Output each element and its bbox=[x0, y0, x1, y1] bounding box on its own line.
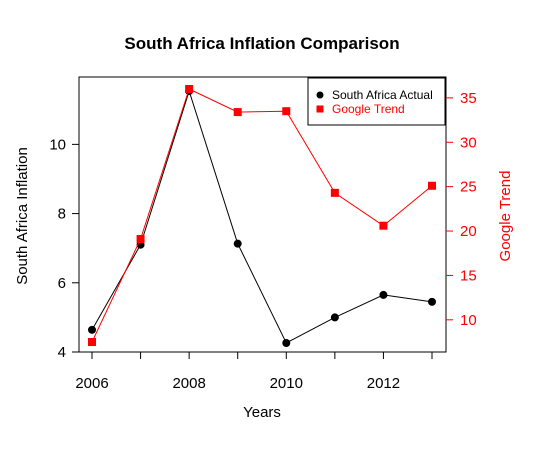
left-y-axis-label: South Africa Inflation bbox=[14, 147, 31, 285]
x-tick-label-1: 2008 bbox=[172, 375, 205, 392]
x-tick-label-3: 2012 bbox=[367, 375, 400, 392]
x-axis: 2006 2008 2010 2012 bbox=[75, 352, 432, 392]
point-sa-actual-2009 bbox=[234, 240, 242, 248]
series-line-sa-actual bbox=[92, 91, 432, 343]
legend-label-actual: South Africa Actual bbox=[332, 88, 433, 102]
x-axis-label: Years bbox=[243, 404, 281, 421]
point-sa-actual-2006 bbox=[88, 326, 96, 334]
right-y-tick-label-3: 25 bbox=[460, 179, 477, 196]
point-sa-actual-2012 bbox=[379, 291, 387, 299]
right-y-axis-label: Google Trend bbox=[497, 171, 514, 262]
legend-label-trend: Google Trend bbox=[332, 102, 405, 116]
right-y-tick-label-4: 30 bbox=[460, 134, 477, 151]
point-sa-actual-2013 bbox=[428, 298, 436, 306]
legend: South Africa Actual Google Trend bbox=[308, 78, 445, 125]
left-y-tick-label-1: 6 bbox=[58, 275, 66, 292]
right-y-tick-label-2: 20 bbox=[460, 223, 477, 240]
legend-marker-actual bbox=[317, 92, 324, 99]
point-google-trend-2013 bbox=[428, 182, 436, 190]
x-tick-label-0: 2006 bbox=[75, 375, 108, 392]
left-y-tick-label-0: 4 bbox=[58, 344, 66, 361]
point-google-trend-2007 bbox=[137, 235, 145, 243]
right-y-tick-label-1: 15 bbox=[460, 267, 477, 284]
point-google-trend-2008 bbox=[185, 85, 193, 93]
point-sa-actual-2011 bbox=[331, 313, 339, 321]
left-y-tick-label-2: 8 bbox=[58, 206, 66, 223]
x-tick-label-2: 2010 bbox=[270, 375, 303, 392]
point-google-trend-2011 bbox=[331, 189, 339, 197]
point-google-trend-2010 bbox=[282, 107, 290, 115]
left-y-axis: 4 6 8 10 bbox=[49, 136, 79, 361]
chart-title: South Africa Inflation Comparison bbox=[124, 34, 399, 53]
point-google-trend-2006 bbox=[88, 338, 96, 346]
point-google-trend-2009 bbox=[234, 108, 242, 116]
left-y-tick-label-3: 10 bbox=[49, 136, 66, 153]
right-y-tick-label-5: 35 bbox=[460, 90, 477, 107]
right-y-axis: 10 15 20 25 30 35 bbox=[446, 90, 477, 329]
point-google-trend-2012 bbox=[379, 222, 387, 230]
series-line-google-trend bbox=[92, 89, 432, 342]
point-sa-actual-2010 bbox=[282, 339, 290, 347]
right-y-tick-label-0: 10 bbox=[460, 312, 477, 329]
legend-marker-trend bbox=[317, 106, 324, 113]
